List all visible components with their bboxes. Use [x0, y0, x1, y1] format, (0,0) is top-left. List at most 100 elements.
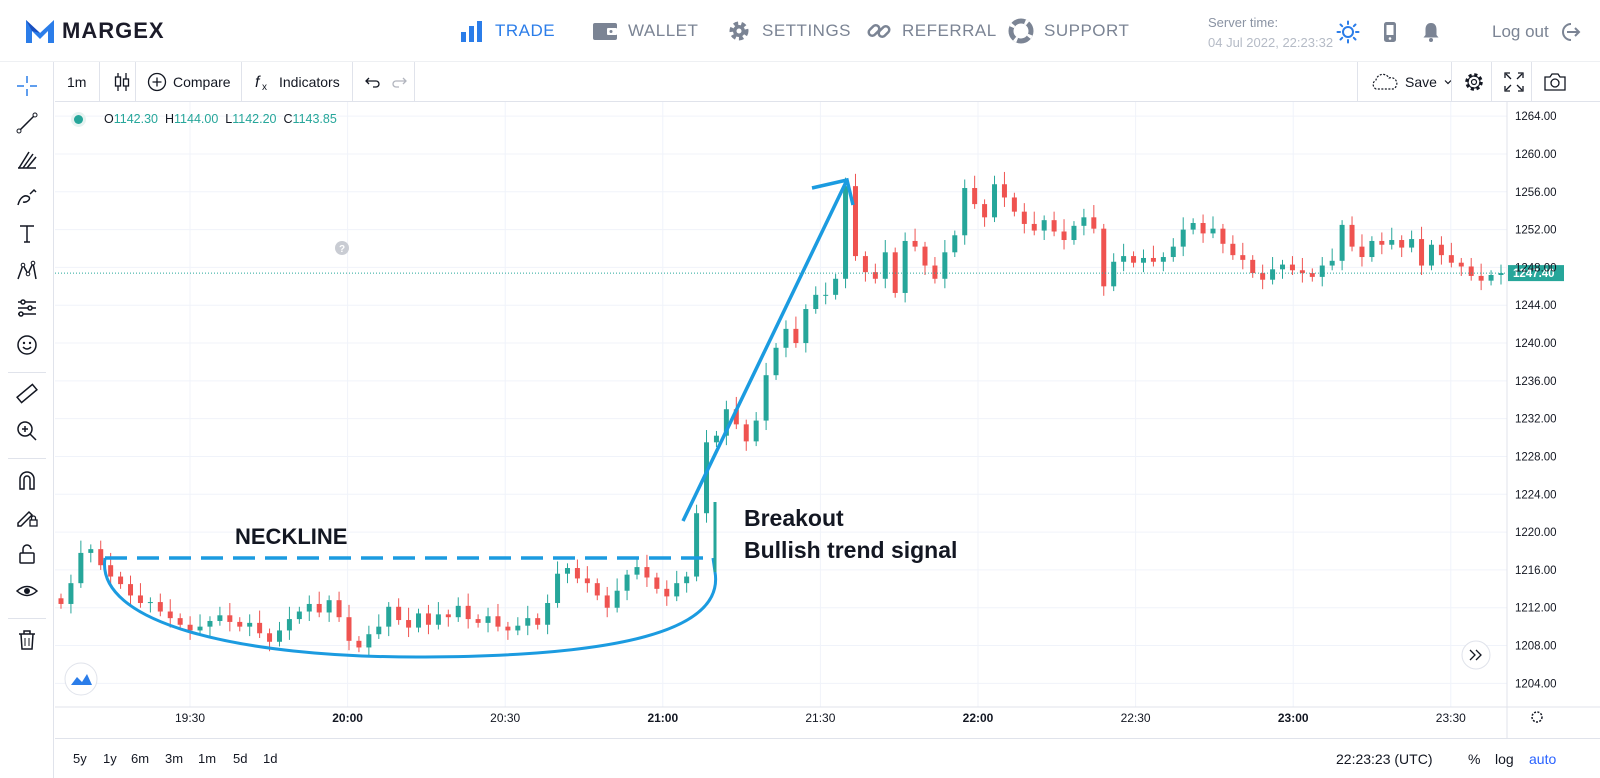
- candle-body: [912, 240, 918, 247]
- redo-button[interactable]: [381, 62, 419, 102]
- range-1d[interactable]: 1d: [263, 751, 278, 766]
- save-button[interactable]: Save: [1359, 62, 1463, 102]
- candle-body: [634, 567, 640, 575]
- nav-settings[interactable]: SETTINGS: [726, 18, 851, 44]
- ruler-icon: [16, 383, 38, 404]
- range-1y[interactable]: 1y: [103, 751, 117, 766]
- time-tick-label: 21:30: [805, 711, 835, 725]
- fullscreen-button[interactable]: [1493, 62, 1535, 102]
- candles-icon: [114, 73, 130, 91]
- price-chart[interactable]: NECKLINE Breakout Bullish trend signal? 124…: [55, 102, 1600, 738]
- candle-body: [68, 583, 74, 604]
- trash-icon: [19, 630, 35, 650]
- magnet-tool[interactable]: [13, 466, 41, 494]
- crosshair-tool[interactable]: [13, 72, 41, 100]
- log-scale-toggle[interactable]: log: [1495, 751, 1514, 767]
- candles: [58, 171, 1504, 657]
- time-tick-label: 22:00: [963, 711, 994, 725]
- toolbar-divider: [1451, 62, 1452, 102]
- chart-settings-button[interactable]: [1453, 62, 1495, 102]
- candle-body: [733, 409, 739, 425]
- nav-wallet[interactable]: WALLET: [592, 18, 698, 44]
- time-tick-label: 21:00: [647, 711, 678, 725]
- nav-trade[interactable]: TRADE: [459, 18, 555, 44]
- prediction-tool[interactable]: [13, 294, 41, 322]
- gear-icon: [729, 21, 749, 41]
- candle-body: [1488, 274, 1494, 281]
- candle-body: [98, 549, 104, 566]
- pattern-tool[interactable]: [13, 257, 41, 285]
- compare-button[interactable]: Compare: [137, 62, 241, 102]
- text-icon: [20, 225, 34, 243]
- candle-body: [1329, 260, 1335, 266]
- candle-body: [366, 634, 372, 648]
- candle-body: [723, 409, 729, 436]
- interval-button[interactable]: 1m: [57, 62, 96, 102]
- price-tick-label: 1252.00: [1515, 225, 1557, 237]
- compare-label: Compare: [173, 74, 231, 90]
- chart-area[interactable]: NECKLINE Breakout Bullish trend signal? 124…: [55, 102, 1600, 738]
- lock-all-tool[interactable]: [13, 540, 41, 568]
- utc-clock[interactable]: 22:23:23 (UTC): [1336, 751, 1433, 767]
- range-5d[interactable]: 5d: [233, 751, 248, 766]
- fib-tool[interactable]: [13, 146, 41, 174]
- screenshot-button[interactable]: [1533, 62, 1577, 102]
- brush-tool[interactable]: [13, 183, 41, 211]
- trend-line-tool[interactable]: [13, 109, 41, 137]
- hide-drawings-tool[interactable]: [13, 577, 41, 605]
- logo[interactable]: MARGEX: [24, 17, 165, 45]
- last-price-label: 1247.40: [1513, 268, 1555, 280]
- top-navigation: MARGEX TRADE WALLET SETTINGS REFER: [0, 0, 1600, 62]
- candle-body: [1101, 228, 1107, 287]
- candle-body: [1021, 211, 1027, 224]
- candle-body: [445, 614, 451, 618]
- mobile-app-icon[interactable]: [1378, 20, 1402, 44]
- chart-type-button[interactable]: [103, 62, 141, 102]
- icon-tool[interactable]: [13, 331, 41, 359]
- toolbar-divider: [1491, 62, 1492, 102]
- ohlc-high: H1144.00: [165, 112, 219, 126]
- text-tool[interactable]: [13, 220, 41, 248]
- candle-body: [545, 603, 551, 625]
- nav-referral[interactable]: REFERRAL: [866, 18, 997, 44]
- redo-icon: [392, 77, 407, 88]
- auto-scale-toggle[interactable]: auto: [1529, 751, 1557, 767]
- candle-body: [296, 611, 302, 620]
- save-label: Save: [1405, 74, 1437, 90]
- candle-body: [336, 600, 342, 618]
- measure-tool[interactable]: [13, 380, 41, 408]
- candle-body: [604, 595, 610, 608]
- candle-body: [1250, 259, 1256, 274]
- candle-body: [1468, 266, 1474, 276]
- toolbar-divider: [8, 618, 46, 619]
- candle-body: [902, 240, 908, 293]
- unlock-icon: [19, 544, 35, 564]
- sun-icon[interactable]: [1336, 20, 1360, 44]
- bar-chart-icon: [461, 21, 482, 42]
- range-1m[interactable]: 1m: [198, 751, 217, 766]
- scroll-to-latest-button[interactable]: [1461, 640, 1491, 670]
- percent-scale-toggle[interactable]: %: [1468, 751, 1481, 767]
- magnet-icon: [19, 471, 35, 490]
- undo-button[interactable]: [353, 62, 391, 102]
- nav-support[interactable]: SUPPORT: [1008, 18, 1129, 44]
- remove-drawings-tool[interactable]: [13, 626, 41, 654]
- logout-button[interactable]: Log out: [1492, 20, 1581, 44]
- price-tick-label: 1228.00: [1515, 451, 1557, 463]
- range-3m[interactable]: 3m: [165, 751, 184, 766]
- range-5y[interactable]: 5y: [73, 751, 87, 766]
- time-tick-label: 23:30: [1436, 711, 1466, 725]
- drawing-toolbar: [0, 62, 54, 778]
- lock-drawing-tool[interactable]: [13, 503, 41, 531]
- chart-annotations: NECKLINE Breakout Bullish trend signal? 124…: [55, 177, 1564, 723]
- tradingview-logo-button[interactable]: [64, 662, 98, 696]
- zoom-tool[interactable]: [13, 417, 41, 445]
- candle-body: [624, 574, 630, 591]
- series-visibility-dot[interactable]: [74, 114, 83, 124]
- ohlc-open: O1142.30: [104, 112, 158, 126]
- range-6m[interactable]: 6m: [131, 751, 150, 766]
- notifications-bell-icon[interactable]: [1419, 20, 1443, 44]
- candle-body: [1339, 224, 1345, 261]
- time-axis: 19:30 20:00 20:30 21:00 21:30 22:00 22:30 23:00…: [55, 706, 1600, 725]
